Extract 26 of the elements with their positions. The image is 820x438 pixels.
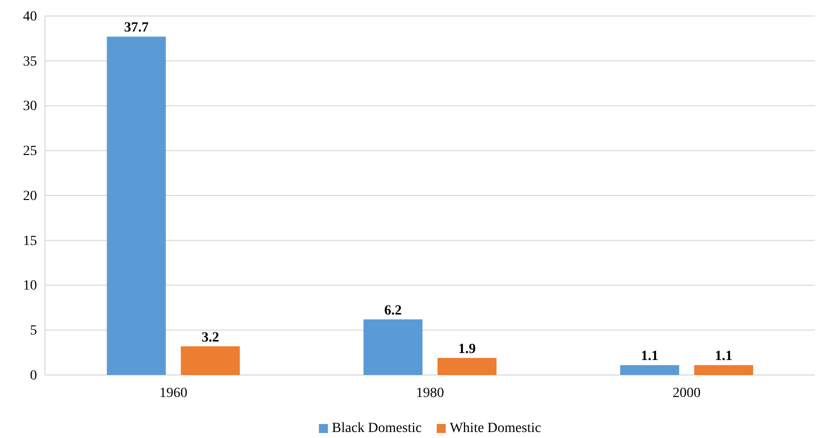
bar — [620, 365, 680, 375]
x-tick-label: 1980 — [416, 386, 444, 401]
data-label: 1.9 — [458, 342, 476, 357]
y-tick-label: 25 — [23, 144, 37, 160]
y-tick-label: 0 — [30, 368, 37, 384]
y-tick-label: 15 — [23, 234, 37, 249]
bar — [106, 36, 166, 375]
bar — [180, 346, 240, 375]
data-label: 3.2 — [202, 330, 220, 346]
data-label: 37.7 — [124, 20, 149, 36]
bar — [694, 365, 754, 375]
y-tick-label: 35 — [23, 54, 37, 70]
y-tick-label: 5 — [30, 324, 37, 339]
y-tick-label: 40 — [23, 9, 37, 24]
y-tick-label: 20 — [23, 188, 37, 204]
bar — [364, 319, 422, 375]
y-tick-label: 10 — [23, 278, 37, 294]
y-tick-label: 30 — [23, 99, 37, 114]
legend-label: Black Domestic — [332, 421, 422, 436]
data-label: 1.1 — [640, 349, 658, 364]
x-tick-label: 2000 — [672, 386, 701, 401]
bar — [438, 358, 496, 375]
data-label: 6.2 — [384, 303, 402, 318]
data-label: 1.1 — [714, 349, 732, 364]
x-tick-label: 1960 — [159, 386, 188, 401]
legend-label: White Domestic — [450, 421, 542, 436]
